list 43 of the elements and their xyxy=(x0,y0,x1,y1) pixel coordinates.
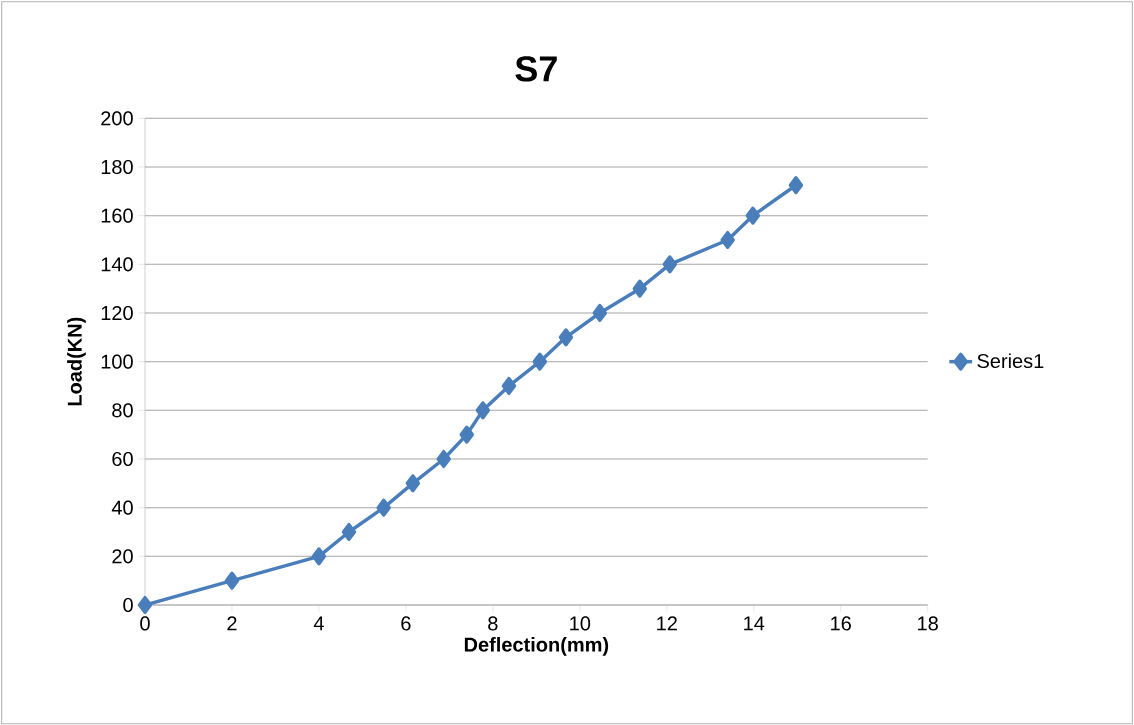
point xyxy=(501,376,517,396)
y-tick-label: 200 xyxy=(101,111,133,126)
x-tick-label: 6 xyxy=(401,616,411,631)
point xyxy=(558,328,574,347)
x-tick-label: 8 xyxy=(488,616,498,631)
y-tick-label: 40 xyxy=(111,500,133,515)
x-tick-label: 10 xyxy=(570,616,591,631)
point xyxy=(592,303,608,323)
x-tick-label: 14 xyxy=(744,616,765,631)
x-tick-label: 4 xyxy=(313,616,324,631)
x-tick-label: 16 xyxy=(831,616,851,631)
y-tick-label: 20 xyxy=(112,549,133,564)
x-tick-label: 18 xyxy=(918,616,938,631)
y-axis-title: Load(KN) xyxy=(67,317,86,406)
x-axis-title: Deflection(mm) xyxy=(464,637,609,656)
point xyxy=(405,474,421,493)
point xyxy=(532,352,548,371)
point xyxy=(632,279,648,298)
y-tick-label: 160 xyxy=(101,208,133,223)
point xyxy=(436,449,451,469)
y-tick-label: 140 xyxy=(101,257,133,272)
y-tick-label: 100 xyxy=(101,354,133,369)
y-tick-label: 120 xyxy=(101,305,133,321)
point xyxy=(788,176,804,195)
point xyxy=(341,522,357,542)
point xyxy=(475,401,491,420)
point xyxy=(745,206,761,225)
point xyxy=(459,425,475,444)
point xyxy=(720,230,735,250)
point xyxy=(662,255,678,274)
y-tick-label: 0 xyxy=(123,597,133,613)
x-tick-label: 0 xyxy=(140,616,150,631)
y-tick-label: 60 xyxy=(112,451,133,467)
x-tick-label: 2 xyxy=(227,616,237,631)
point xyxy=(311,547,327,566)
x-tick-label: 12 xyxy=(657,616,677,631)
y-tick-label: 80 xyxy=(112,403,133,418)
point xyxy=(224,571,240,590)
legend-label: Series1 xyxy=(977,353,1044,369)
chart-title: S7 xyxy=(515,56,557,82)
point xyxy=(376,498,391,517)
y-tick-label: 180 xyxy=(101,159,133,175)
point xyxy=(137,595,153,615)
